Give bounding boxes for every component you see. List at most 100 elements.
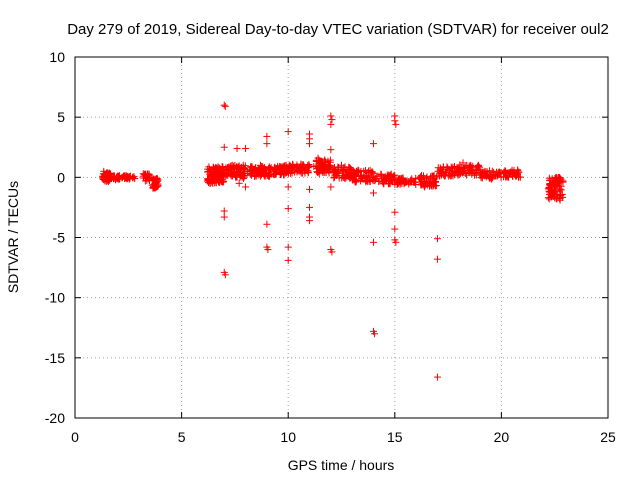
data-point <box>280 169 288 177</box>
data-point <box>143 172 151 180</box>
data-point <box>210 164 218 172</box>
data-point <box>391 171 399 179</box>
data-point <box>425 177 433 185</box>
data-point <box>371 330 379 338</box>
x-tick-label: 0 <box>71 429 79 445</box>
data-point <box>387 173 395 181</box>
data-point <box>298 169 306 177</box>
data-point <box>104 176 112 184</box>
data-point <box>488 167 496 175</box>
data-point <box>555 187 563 195</box>
data-point <box>338 174 346 182</box>
data-point <box>551 194 559 202</box>
data-point <box>207 171 215 179</box>
data-point <box>401 178 409 186</box>
y-tick-label: -10 <box>45 290 65 306</box>
data-point <box>301 165 309 173</box>
data-point <box>366 177 374 185</box>
data-point <box>208 178 216 186</box>
data-point <box>546 181 554 189</box>
data-point <box>374 172 382 180</box>
data-point <box>392 120 400 128</box>
data-point <box>439 163 447 171</box>
x-tick-label: 25 <box>600 429 616 445</box>
data-point <box>367 171 375 179</box>
data-point <box>432 174 440 182</box>
data-point <box>139 170 147 178</box>
data-point <box>441 171 449 179</box>
data-point <box>476 163 484 171</box>
data-point <box>217 172 225 180</box>
data-point <box>284 256 292 264</box>
data-point <box>557 192 565 200</box>
data-point <box>284 243 292 251</box>
data-point <box>466 165 474 173</box>
data-point <box>220 143 228 151</box>
grid <box>75 57 608 418</box>
data-point <box>436 164 444 172</box>
data-point <box>264 246 272 254</box>
data-point <box>152 178 160 186</box>
data-point <box>306 140 314 148</box>
data-point <box>433 373 441 381</box>
data-point <box>369 140 377 148</box>
data-point <box>555 177 563 185</box>
data-points <box>99 101 567 381</box>
data-point <box>318 158 326 166</box>
data-point <box>545 180 553 188</box>
chart-title: Day 279 of 2019, Sidereal Day-to-day VTE… <box>67 21 609 38</box>
x-axis-label: GPS time / hours <box>288 457 395 473</box>
data-point <box>326 158 334 166</box>
y-tick-label: -15 <box>45 350 65 366</box>
data-point <box>359 175 367 183</box>
data-point <box>148 173 156 181</box>
data-point <box>480 170 488 178</box>
data-point <box>314 154 322 162</box>
data-point <box>265 172 273 180</box>
data-point <box>103 169 111 177</box>
data-point <box>101 177 109 185</box>
y-tick-label: 5 <box>57 109 65 125</box>
x-tick-label: 15 <box>387 429 403 445</box>
y-tick-label: -20 <box>45 410 65 426</box>
data-point <box>429 172 437 180</box>
data-point <box>235 179 243 187</box>
data-point <box>221 102 229 110</box>
data-point <box>263 140 271 148</box>
data-point <box>242 144 250 152</box>
data-point <box>508 166 516 174</box>
data-point <box>323 164 331 172</box>
data-point <box>465 164 473 172</box>
data-point <box>284 128 292 136</box>
data-point <box>472 169 480 177</box>
data-point <box>344 170 352 178</box>
data-point <box>205 167 213 175</box>
data-point <box>352 167 360 175</box>
data-point <box>346 163 354 171</box>
y-tick-label: 0 <box>57 169 65 185</box>
data-point <box>100 167 108 175</box>
data-point <box>459 169 467 177</box>
data-point <box>112 176 120 184</box>
data-point <box>282 161 290 169</box>
data-point <box>363 169 371 177</box>
data-point <box>338 161 345 169</box>
data-point <box>553 183 561 191</box>
data-point <box>263 220 271 228</box>
data-point <box>222 171 230 179</box>
data-point <box>330 174 338 182</box>
data-point <box>391 117 399 125</box>
data-point <box>327 120 335 128</box>
data-point <box>545 191 553 199</box>
data-point <box>396 180 404 188</box>
data-point <box>263 132 271 140</box>
data-point <box>310 163 318 171</box>
data-point <box>331 166 339 174</box>
data-point <box>450 163 458 171</box>
data-point <box>391 208 399 216</box>
data-point <box>328 248 336 256</box>
data-point <box>153 175 161 183</box>
data-point <box>231 170 239 178</box>
data-point <box>284 205 292 213</box>
data-point <box>350 176 358 184</box>
